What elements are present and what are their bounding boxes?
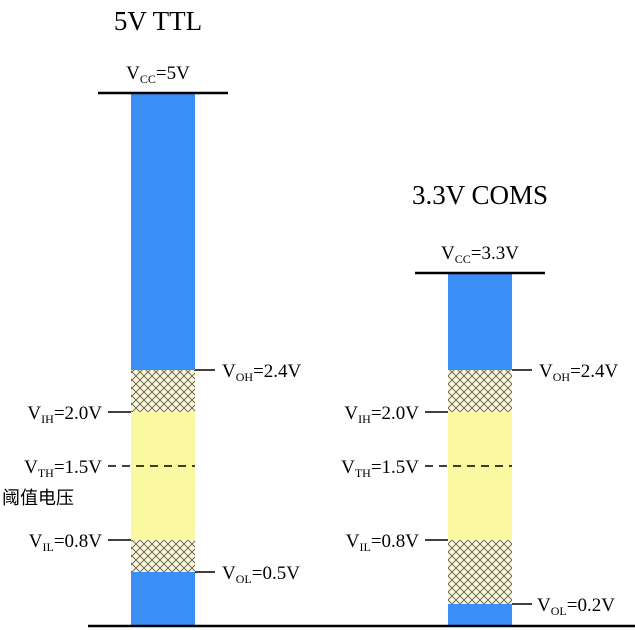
label-text: V [539,361,553,382]
label-text: =0.5V [252,563,300,584]
label-text: =0.2V [567,595,615,616]
label-subscript: OL [551,604,567,618]
label-text: =1.5V [371,457,419,478]
label-subscript: CC [140,72,156,86]
label-text: =0.8V [371,531,419,552]
label-text: =5V [156,63,190,84]
label-text: =3.3V [471,243,519,264]
level-label: VCC=3.3V [441,243,519,266]
note: 阈值电压 [2,488,74,509]
label-text: =2.4V [253,361,301,382]
level-label: VIL=0.8V [346,531,420,554]
level-label: VOL=0.2V [537,595,615,618]
label-subscript: IL [359,540,370,554]
level-label: VIH=2.0V [344,403,419,426]
label-subscript: TH [355,466,371,480]
label-text: =0.8V [54,531,102,552]
label-text: V [346,531,360,552]
threshold-region [448,412,512,540]
label-text: =2.0V [371,403,419,424]
label-text: V [341,457,355,478]
column-title: 5V TTL [114,6,202,36]
label-subscript: OH [236,370,254,384]
high-region [448,273,512,370]
label-subscript: CC [455,252,471,266]
high-region [131,93,195,370]
hatched-region [131,540,195,572]
label-text: =2.4V [570,361,618,382]
label-text: V [24,457,38,478]
label-text: =1.5V [54,457,102,478]
label-text: V [29,531,43,552]
label-subscript: OH [553,370,571,384]
level-label: VTH=1.5V [341,457,419,480]
hatched-region [131,370,195,412]
hatched-region [448,370,512,412]
low-region [448,604,512,625]
level-label: VOH=2.4V [539,361,619,384]
label-text: V [222,563,236,584]
label-text: V [537,595,551,616]
label-text: V [441,243,455,264]
level-label: VOL=0.5V [222,563,300,586]
label-text: V [344,403,358,424]
label-subscript: IH [41,412,54,426]
level-label: VTH=1.5V [24,457,102,480]
label-text: =2.0V [54,403,102,424]
label-subscript: TH [38,466,54,480]
label-subscript: IH [358,412,371,426]
label-text: V [27,403,41,424]
level-label: VOH=2.4V [222,361,302,384]
label-text: V [126,63,140,84]
level-label: VIL=0.8V [29,531,103,554]
label-subscript: IL [42,540,53,554]
hatched-region [448,540,512,604]
label-subscript: OL [236,572,252,586]
level-label: VCC=5V [126,63,190,86]
low-region [131,572,195,625]
level-label: VIH=2.0V [27,403,102,426]
threshold-region [131,412,195,540]
column-title: 3.3V COMS [412,180,548,210]
label-text: V [222,361,236,382]
